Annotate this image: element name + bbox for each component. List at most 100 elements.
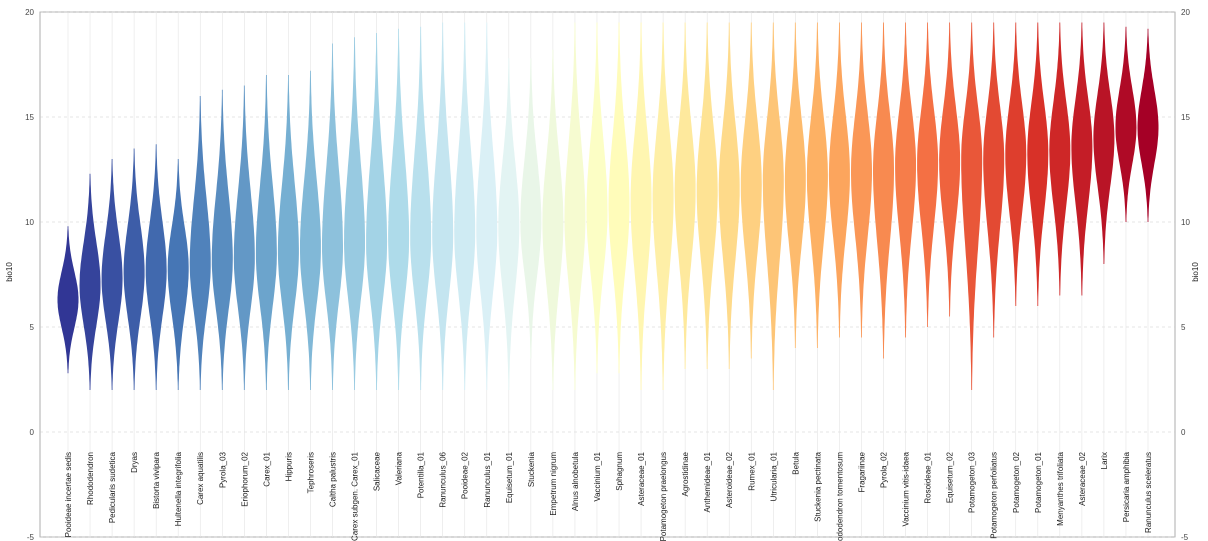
violin xyxy=(123,148,145,390)
violin xyxy=(1049,22,1071,296)
x-tick-label: Pyrola_03 xyxy=(218,451,227,488)
violin xyxy=(696,22,718,369)
x-tick-label: Asteraceae_01 xyxy=(637,451,646,505)
x-tick-label: Salicaceae xyxy=(373,451,382,491)
x-tick-label: Bistorta vivipara xyxy=(152,451,161,508)
x-tick-label: Potamogeton praelongus xyxy=(659,452,668,541)
violin xyxy=(961,22,983,390)
x-tick-label: Rhododendron tomentosum xyxy=(835,452,844,541)
violin xyxy=(1115,26,1137,223)
violin xyxy=(255,75,277,390)
y-tick-label: 20 xyxy=(25,8,34,17)
x-tick-label: Vaccinium vitis-idaea xyxy=(902,451,911,526)
x-tick-label: Betula xyxy=(791,451,800,474)
violin xyxy=(322,43,343,390)
x-tick-label: Potamogeton_02 xyxy=(1012,451,1021,512)
violin xyxy=(101,159,123,390)
violin xyxy=(233,85,255,390)
violin xyxy=(895,22,916,338)
violin xyxy=(366,33,388,390)
violin xyxy=(564,22,586,390)
x-tick-label: Pedicularis sudetica xyxy=(108,451,117,523)
y2-tick-label: 0 xyxy=(1181,428,1186,437)
violin xyxy=(652,22,674,390)
x-tick-label: Larix xyxy=(1100,452,1109,469)
y2-tick-label: 5 xyxy=(1181,323,1186,332)
x-tick-label: Tephroseris xyxy=(306,452,315,493)
x-tick-label: Potamogeton_01 xyxy=(1034,451,1043,512)
violin xyxy=(57,226,79,374)
violin xyxy=(828,22,850,338)
violin xyxy=(145,144,167,390)
x-tick-label: Fragariinae xyxy=(857,451,866,492)
x-tick-label: Ranunculus_01 xyxy=(483,451,492,507)
y-tick-label: -5 xyxy=(27,533,35,541)
violin xyxy=(277,75,299,390)
x-tick-label: Pyrola_02 xyxy=(880,451,889,488)
y-tick-label: 10 xyxy=(25,218,34,227)
x-tick-label: Pooideae incertae sedis xyxy=(64,452,73,537)
x-tick-label: Dryas xyxy=(130,452,139,473)
violin xyxy=(1137,28,1159,222)
violin xyxy=(344,37,365,390)
x-tick-label: Menyanthes trifoliata xyxy=(1056,451,1065,525)
violin xyxy=(718,22,740,369)
violin xyxy=(189,96,211,390)
x-tick-label: Ranunculus sceleratus xyxy=(1144,452,1153,533)
violin xyxy=(873,22,894,359)
x-tick-label: Asteraceae_02 xyxy=(1078,451,1087,505)
y2-tick-label: 10 xyxy=(1181,218,1190,227)
violin xyxy=(608,22,630,374)
plot-frame xyxy=(39,11,1176,538)
violin xyxy=(917,22,939,327)
x-tick-label: Carex_01 xyxy=(262,451,271,486)
violin xyxy=(79,173,101,390)
violin xyxy=(762,22,784,390)
x-tick-label: Vaccinium_01 xyxy=(593,451,602,501)
x-tick-label: Caltha palustris xyxy=(328,452,337,507)
y-tick-label: 0 xyxy=(30,428,35,437)
x-tick-label: Utricularia_01 xyxy=(769,451,778,501)
x-tick-label: Sphagnum xyxy=(615,452,624,491)
x-tick-label: Anthemideae_01 xyxy=(703,451,712,512)
violin xyxy=(851,22,872,338)
x-tick-label: Valeriana xyxy=(395,451,404,485)
x-tick-label: Hippuris xyxy=(284,452,293,481)
violin xyxy=(1027,22,1049,306)
x-tick-label: Potamogeton_03 xyxy=(968,451,977,512)
x-tick-label: Alnus alnobetula xyxy=(571,451,580,511)
y-tick-label: 5 xyxy=(30,323,35,332)
y2-tick-label: 15 xyxy=(1181,113,1190,122)
y2-axis-label: bio10 xyxy=(1191,262,1200,282)
violin xyxy=(498,58,520,390)
x-tick-label: Pooideae_02 xyxy=(461,451,470,499)
violin xyxy=(1071,22,1093,296)
x-tick-label: Equisetum_02 xyxy=(946,451,955,503)
violin xyxy=(454,22,476,390)
violin xyxy=(476,22,498,390)
x-tick-label: Asteroideae_02 xyxy=(725,451,734,508)
violin xyxy=(784,22,806,348)
x-tick-label: Carex aquatilis xyxy=(196,452,205,505)
violin xyxy=(542,49,564,391)
violin xyxy=(1093,22,1115,264)
x-tick-label: Potentilla_01 xyxy=(417,451,426,498)
x-tick-label: Rumex_01 xyxy=(747,451,756,490)
x-tick-label: Equisetum_01 xyxy=(505,451,514,503)
x-tick-label: Rosoideae_01 xyxy=(924,451,933,503)
y-axis-label: bio10 xyxy=(5,262,14,282)
y-tick-label: 15 xyxy=(25,113,34,122)
violin xyxy=(586,22,608,374)
y2-tick-label: 20 xyxy=(1181,8,1190,17)
x-tick-label: Rhododendron xyxy=(86,452,95,505)
x-tick-label: Eriophorum_02 xyxy=(240,451,249,506)
violin xyxy=(674,22,696,369)
x-tick-label: Carex subgen. Carex_01 xyxy=(351,451,360,540)
violin xyxy=(410,26,432,390)
x-tick-label: Potamogeton perfoliatus xyxy=(990,452,999,539)
violin xyxy=(388,28,410,391)
violin xyxy=(432,22,454,390)
violin xyxy=(1005,22,1027,306)
violin xyxy=(167,159,189,390)
